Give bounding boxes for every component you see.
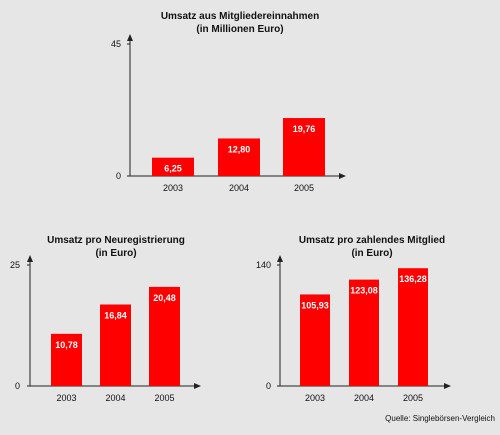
x-tick-label: 2005: [403, 393, 423, 403]
bar-value-label: 10,78: [55, 340, 78, 350]
chart-panel-3: Umsatz pro zahlendes Mitglied (in Euro) 0 1…: [256, 235, 451, 403]
y-axis-arrow-icon: [127, 34, 133, 41]
bar: [283, 118, 325, 176]
chart-subtitle: (in Euro): [351, 248, 392, 259]
x-tick-label: 2004: [105, 393, 125, 403]
y-tick-label: 0: [266, 381, 271, 391]
x-tick-label: 2004: [354, 393, 374, 403]
y-tick-label: 0: [15, 381, 20, 391]
bar: [51, 333, 82, 386]
bar-value-label: 20,48: [153, 293, 176, 303]
x-tick-label: 2004: [229, 183, 249, 193]
bar: [398, 268, 428, 386]
y-tick-label: 0: [116, 171, 121, 181]
y-tick-label: 45: [111, 39, 121, 49]
bar-value-label: 16,84: [104, 310, 127, 320]
chart-panel-2: Umsatz pro Neuregistrierung (in Euro) 0 25 1…: [10, 235, 201, 403]
bar: [218, 138, 260, 176]
bar: [349, 279, 379, 386]
bar: [100, 304, 131, 386]
x-axis-arrow-icon: [339, 173, 346, 179]
x-tick-label: 2003: [163, 183, 183, 193]
chart-subtitle: (in Millionen Euro): [196, 24, 283, 35]
chart-title: Umsatz aus Mitgliedereinnahmen: [161, 11, 319, 22]
x-axis-arrow-icon: [194, 383, 201, 389]
chart-panel-1: Umsatz aus Mitgliedereinnahmen (in Millio…: [111, 11, 346, 193]
bar-value-label: 6,25: [164, 164, 182, 174]
y-tick-label: 140: [256, 260, 271, 270]
y-axis-arrow-icon: [27, 255, 33, 262]
y-tick-label: 25: [10, 260, 20, 270]
x-tick-label: 2003: [305, 393, 325, 403]
bar-value-label: 123,08: [350, 286, 378, 296]
bar: [149, 286, 180, 386]
y-axis-arrow-icon: [277, 255, 283, 262]
bar-value-label: 19,76: [293, 124, 316, 134]
source-note: Quelle: Singlebörsen-Vergleich: [385, 414, 495, 423]
x-tick-label: 2005: [154, 393, 174, 403]
bar: [152, 157, 194, 176]
chart-title: Umsatz pro zahlendes Mitglied: [299, 235, 445, 246]
x-axis-arrow-icon: [444, 383, 451, 389]
chart-subtitle: (in Euro): [95, 248, 136, 259]
bar-value-label: 105,93: [301, 300, 329, 310]
bar-value-label: 136,28: [399, 274, 427, 284]
bar: [300, 294, 330, 386]
x-tick-label: 2005: [294, 183, 314, 193]
bar-value-label: 12,80: [228, 144, 251, 154]
x-tick-label: 2003: [56, 393, 76, 403]
chart-title: Umsatz pro Neuregistrierung: [47, 235, 185, 246]
